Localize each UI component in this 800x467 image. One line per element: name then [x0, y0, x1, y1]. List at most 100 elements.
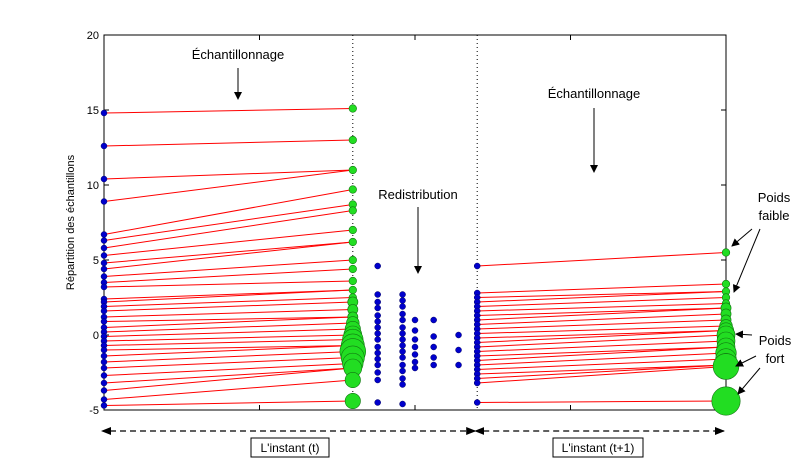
annotation-weak-weight-line2: faible [758, 208, 789, 223]
redistributed-point [399, 336, 406, 343]
redistributed-point [411, 327, 419, 334]
trajectory-line-t1 [477, 346, 727, 361]
redistributed-point [374, 318, 381, 325]
sample-points [100, 104, 741, 416]
trajectory-line-t [103, 189, 353, 235]
trajectory-line-t1 [477, 334, 727, 348]
trajectory-line-t [103, 345, 353, 357]
start-sample-point [100, 175, 108, 183]
trajectory-line-t1 [477, 291, 727, 298]
start-sample-point [100, 198, 108, 205]
redistributed-point [455, 346, 462, 354]
trajectory-line-t1 [477, 346, 727, 357]
weighted-sample-point [348, 135, 357, 145]
arrow-strong-weight-2 [735, 355, 757, 367]
trajectory-line-t1 [477, 358, 727, 370]
trajectory-line-t [103, 169, 353, 202]
redistributed-point [399, 375, 406, 382]
y-tick-label: 20 [87, 30, 99, 42]
arrow-strong-weight-3 [737, 367, 761, 395]
redistributed-point [455, 361, 462, 369]
weighted-sample-point [348, 285, 357, 295]
trajectory-line-t [103, 367, 353, 384]
trajectory-line-t1 [477, 352, 727, 366]
redistribution-bg [368, 184, 466, 204]
start-sample-point [100, 364, 108, 372]
trajectory-line-t1 [477, 330, 727, 343]
redistributed-point [399, 324, 406, 331]
start-sample-point [100, 231, 108, 238]
trajectory-line-t [103, 210, 353, 249]
annotations: Échantillonnage Échantillonnage Redistribu… [101, 47, 798, 458]
trajectory-line-t [103, 316, 353, 328]
redistributed-point [430, 316, 437, 324]
arrow-weak-weight-2 [732, 228, 761, 293]
instant-t-box [250, 437, 330, 458]
trajectory-line-t [103, 309, 353, 318]
trajectory-line-t1 [477, 319, 727, 330]
redistributed-point [399, 381, 406, 388]
redistributed-point [455, 331, 462, 339]
trajectory-line-t [103, 316, 353, 322]
redistributed-point [399, 316, 406, 324]
annotation-redistribution: Redistribution [378, 187, 458, 202]
trajectory-line-t1 [477, 364, 727, 375]
redistributed-point [374, 312, 381, 319]
redistributed-point [374, 399, 381, 406]
arrow-strong-weight-1 [735, 330, 753, 339]
trajectory-line-t1 [477, 330, 727, 339]
redistributed-point [374, 262, 381, 270]
redistributed-point [374, 324, 381, 331]
y-tick-label: 5 [93, 255, 99, 267]
trajectory-line-t [103, 289, 353, 303]
trajectory-line-t1 [477, 307, 727, 316]
trajectory-line-t1 [477, 340, 727, 352]
trajectory-line-t [103, 268, 353, 283]
trajectory-line-t1 [477, 313, 727, 325]
trajectory-line-t1 [477, 400, 727, 403]
start-sample-point [100, 273, 108, 280]
instant-t1-label: L'instant (t+1) [562, 441, 635, 455]
y-tick-label: -5 [89, 405, 99, 417]
redistributed-point [411, 316, 419, 324]
trajectory-line-t1 [477, 325, 727, 334]
final-weighted-point [721, 248, 731, 257]
redistributed-point [430, 361, 437, 369]
trajectory-line-t [103, 241, 353, 264]
trajectory-line-t1 [477, 303, 727, 312]
trajectory-line-t [103, 280, 353, 288]
redistributed-point [374, 355, 381, 363]
trajectory-line-t1 [477, 297, 727, 307]
annotation-weak-weight-line1: Poids [758, 190, 791, 205]
weighted-sample-point [348, 264, 357, 274]
weighted-sample-point [348, 165, 357, 175]
redistributed-point [399, 400, 406, 408]
start-sample-point [100, 372, 108, 379]
start-sample-point [100, 402, 108, 409]
trajectory-line-t [103, 379, 353, 400]
instant-t-label: L'instant (t) [261, 441, 320, 455]
final-weighted-point [712, 353, 740, 380]
start-sample-point [100, 358, 108, 366]
redistributed-point [374, 376, 381, 384]
trajectory-line-t [103, 367, 353, 391]
weighted-sample-point [348, 237, 357, 247]
redistributed-point [374, 343, 381, 351]
trajectory-line-t1 [477, 307, 727, 321]
trajectory-line-t [103, 139, 353, 147]
redistributed-point [399, 330, 406, 337]
redistributed-point [374, 304, 381, 312]
trajectory-line-t [103, 229, 353, 256]
redistributed-point [411, 336, 419, 343]
trajectory-line-t [103, 351, 353, 363]
annotation-strong-weight-line2: fort [766, 351, 785, 366]
redistributed-point [430, 343, 437, 351]
redistributed-point [399, 348, 406, 355]
redistributed-point [399, 303, 406, 310]
annotation-strong-weight-line1: Poids [759, 333, 792, 348]
trajectory-line-t [103, 259, 353, 277]
weighted-sample-point [348, 206, 357, 215]
start-sample-point [100, 307, 108, 315]
redistributed-point [411, 351, 419, 358]
